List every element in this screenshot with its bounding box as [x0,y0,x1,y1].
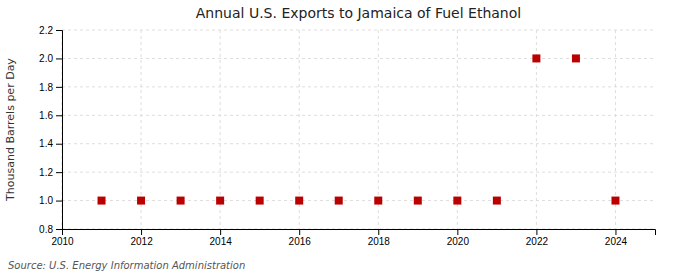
tick-label: 2016 [289,236,312,247]
tick: 2014 [210,229,233,247]
tick-label: 1.8 [39,82,53,93]
axis-line [63,230,656,236]
axis-line [56,31,63,230]
y-axis: 0.8 1.0 1.2 1.4 1.6 1.8 2.0 2.2 [39,25,62,235]
tick: 2024 [605,229,628,247]
grid-line [62,86,655,87]
chart: 2010 2012 2014 2016 2018 2020 2022 2024 0.8 1.0 1.… [0,0,675,275]
grid-line [62,172,655,173]
tick-mark [56,201,62,202]
tick: 2.0 [39,53,62,64]
point [216,197,224,205]
tick-label: 2.2 [39,25,53,36]
plot-area: 2010 2012 2014 2016 2018 2020 2022 2024 0.8 1.0 1.… [39,25,655,247]
tick: 2022 [526,229,549,247]
tick-mark [56,229,62,230]
point [137,197,145,205]
grid-line [62,115,655,116]
point [414,197,422,205]
tick: 2020 [447,229,470,247]
tick-label: 2022 [526,236,549,247]
tick-mark [56,115,62,116]
point [335,197,343,205]
tick-label: 1.4 [39,138,53,149]
title: Annual U.S. Exports to Jamaica of Fuel E… [196,5,521,21]
tick-mark [615,229,616,235]
tick-mark [56,30,62,31]
grid-line [62,58,655,59]
source: Source: U.S. Energy Information Administ… [8,260,245,271]
tick: 2012 [130,229,153,247]
tick: 2018 [368,229,391,247]
tick-label: 1.2 [39,167,53,178]
point [177,197,185,205]
point [611,197,619,205]
tick-mark [56,58,62,59]
tick: 2.2 [39,25,62,36]
tick-label: 2010 [51,236,74,247]
tick: 2010 [51,229,74,247]
tick: 2016 [289,229,312,247]
tick-mark [56,172,62,173]
grid-line [62,30,655,31]
x-axis: 2010 2012 2014 2016 2018 2020 2022 2024 [51,229,655,247]
tick-label: 0.8 [39,224,53,235]
point [98,197,106,205]
point [256,197,264,205]
tick-mark [56,87,62,88]
tick: 1.4 [39,138,62,149]
tick: 1.6 [39,110,62,121]
tick: 1.2 [39,167,62,178]
tick-label: 2020 [447,236,470,247]
tick: 1.8 [39,82,62,93]
point [453,197,461,205]
tick-mark [299,229,300,235]
tick: 0.8 [39,224,62,235]
tick-mark [457,229,458,235]
tick-label: 1.6 [39,110,53,121]
tick-label: 2.0 [39,53,53,64]
grid [62,30,655,229]
tick-mark [220,229,221,235]
grid-line [62,200,655,201]
tick-label: 2024 [605,236,628,247]
tick-mark [141,229,142,235]
tick-label: 2018 [368,236,391,247]
tick-label: 1.0 [39,195,53,206]
y-axis-label: Thousand Barrels per Day [4,58,17,202]
point [493,197,501,205]
point [572,54,580,62]
points [98,54,620,204]
tick-mark [536,229,537,235]
tick-mark [56,144,62,145]
point [295,197,303,205]
grid-line [62,143,655,144]
point [532,54,540,62]
tick-label: 2012 [130,236,153,247]
tick-mark [378,229,379,235]
tick: 1.0 [39,195,62,206]
tick-label: 2014 [210,236,233,247]
point [374,197,382,205]
